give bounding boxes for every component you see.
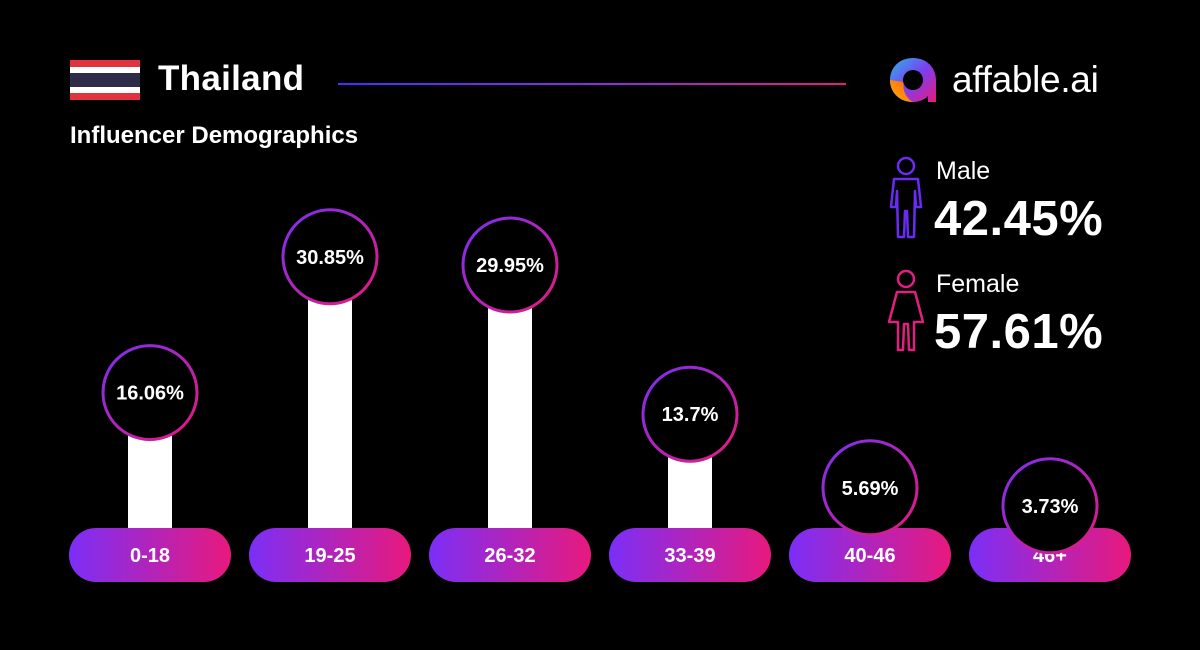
- value-bubble: [461, 216, 559, 314]
- category-pill: [429, 528, 591, 582]
- male-stat: Male 42.45%: [884, 155, 1184, 255]
- male-value: 42.45%: [934, 192, 1104, 246]
- category-label: 26-32: [484, 545, 535, 567]
- value-bubble: [641, 365, 739, 463]
- country-title: Thailand: [158, 59, 305, 98]
- brand-name: affable.ai: [952, 59, 1099, 100]
- female-value: 57.61%: [934, 305, 1104, 359]
- value-label: 3.73%: [1022, 496, 1079, 518]
- value-label: 5.69%: [842, 478, 899, 500]
- value-label: 13.7%: [662, 404, 719, 426]
- value-label: 16.06%: [116, 383, 184, 405]
- value-label: 30.85%: [296, 247, 364, 269]
- page-subtitle: Influencer Demographics: [70, 122, 359, 149]
- male-figure-icon: [889, 156, 923, 239]
- header-divider: [338, 83, 846, 85]
- female-stat: Female 57.61%: [884, 268, 1184, 368]
- female-label: Female: [936, 270, 1020, 298]
- value-bubble: [1001, 457, 1099, 555]
- thailand-flag-icon: [70, 60, 140, 100]
- affable-logo-icon: [890, 58, 936, 102]
- category-pill: [249, 528, 411, 582]
- category-label: 19-25: [304, 545, 355, 567]
- category-label: 40-46: [844, 545, 895, 567]
- value-bubble: [101, 344, 199, 442]
- category-pill: [969, 528, 1131, 582]
- category-pill: [609, 528, 771, 582]
- female-figure-icon: [887, 269, 925, 352]
- value-bubble: [281, 208, 379, 306]
- value-label: 29.95%: [476, 255, 544, 277]
- value-bubble: [821, 439, 919, 537]
- category-label: 33-39: [664, 545, 715, 567]
- category-label: 0-18: [130, 545, 170, 567]
- category-pill: [789, 528, 951, 582]
- male-label: Male: [936, 157, 991, 185]
- category-pill: [69, 528, 231, 582]
